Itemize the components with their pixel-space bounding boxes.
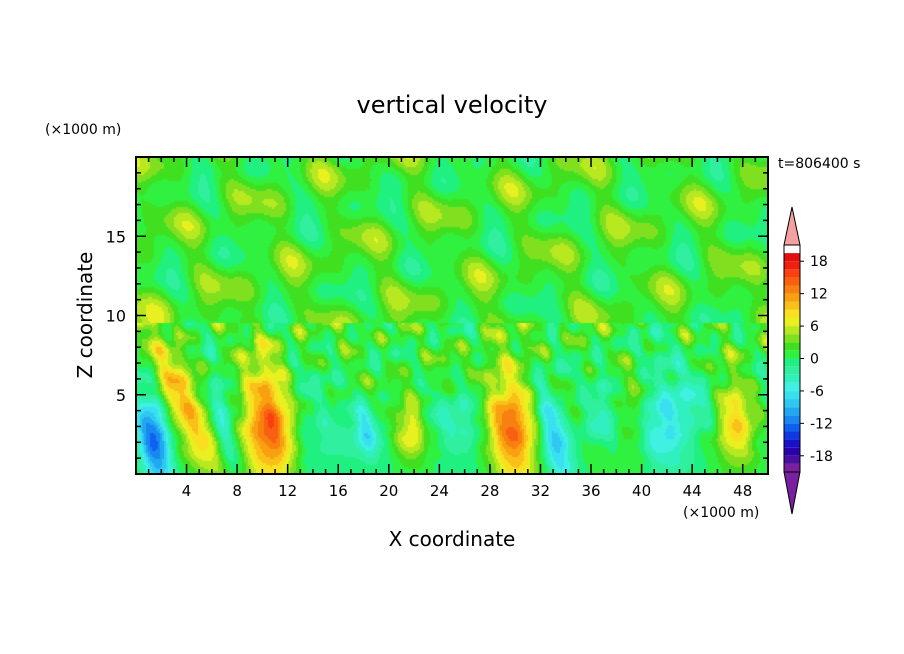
y-axis-title: Z coordinate xyxy=(73,252,97,379)
y-tick-label: 15 xyxy=(106,227,126,246)
x-axis: 4 8 12 16 20 24 28 32 36 40 44 48 xyxy=(147,157,757,500)
colorbar-tick-label: 0 xyxy=(810,352,819,368)
colorbar-swatch xyxy=(784,334,800,343)
colorbar-swatch xyxy=(784,415,800,424)
colorbar: 18 12 6 0 -6 -12 -18 xyxy=(783,206,833,515)
x-tick-label: 48 xyxy=(733,482,752,500)
colorbar-swatch xyxy=(784,309,800,318)
y-tick-label: 10 xyxy=(106,307,126,326)
colorbar-swatch xyxy=(784,277,800,286)
velocity-field-canvas xyxy=(136,157,768,474)
x-tick-label: 16 xyxy=(329,482,348,500)
y-tick-label: 5 xyxy=(116,386,126,405)
colorbar-swatch xyxy=(784,261,800,270)
colorbar-tick-label: 6 xyxy=(810,319,819,335)
x-tick-label: 8 xyxy=(232,482,242,500)
colorbar-swatch xyxy=(784,269,800,278)
x-tick-label: 28 xyxy=(480,482,499,500)
x-tick-label: 20 xyxy=(379,482,398,500)
colorbar-swatch xyxy=(784,447,800,456)
colorbar-swatch xyxy=(784,463,800,472)
x-unit-label: (×1000 m) xyxy=(683,505,759,521)
x-tick-label: 44 xyxy=(683,482,702,500)
x-tick-label: 12 xyxy=(278,482,297,500)
y-unit-label: (×1000 m) xyxy=(45,122,121,138)
colorbar-tick-label: -12 xyxy=(810,416,833,432)
x-tick-label: 32 xyxy=(531,482,550,500)
time-label: t=806400 s xyxy=(778,156,860,172)
colorbar-swatch xyxy=(784,285,800,294)
colorbar-swatch xyxy=(784,326,800,335)
velocity-field xyxy=(136,157,768,474)
plot-area xyxy=(135,156,769,475)
colorbar-swatch xyxy=(784,301,800,310)
x-axis-title: X coordinate xyxy=(389,527,516,551)
colorbar-swatch xyxy=(784,317,800,327)
colorbar-swatch xyxy=(784,358,800,367)
colorbar-swatch xyxy=(784,382,800,391)
x-tick-label: 36 xyxy=(581,482,600,500)
colorbar-swatch xyxy=(784,399,800,408)
colorbar-swatch xyxy=(784,431,800,440)
colorbar-swatch xyxy=(784,374,800,383)
colorbar-swatch xyxy=(784,455,800,464)
colorbar-tick-label: 12 xyxy=(810,287,828,303)
x-tick-label: 24 xyxy=(430,482,449,500)
colorbar-swatch xyxy=(784,439,800,448)
x-tick-label: 4 xyxy=(182,482,192,500)
colorbar-swatch xyxy=(784,350,800,359)
colorbar-swatch xyxy=(784,407,800,416)
x-tick-label: 40 xyxy=(632,482,651,500)
colorbar-tick-label: -6 xyxy=(810,384,824,400)
colorbar-swatch xyxy=(784,423,800,432)
colorbar-tick-label: 18 xyxy=(810,254,828,270)
colorbar-swatch xyxy=(784,293,800,302)
chart-title: vertical velocity xyxy=(357,91,548,119)
colorbar-swatch xyxy=(784,342,800,351)
y-axis: 5 10 15 xyxy=(106,172,768,459)
colorbar-swatch xyxy=(784,366,800,375)
colorbar-tick-label: -18 xyxy=(810,449,833,465)
colorbar-swatch xyxy=(784,390,800,400)
colorbar-swatch xyxy=(784,253,800,262)
